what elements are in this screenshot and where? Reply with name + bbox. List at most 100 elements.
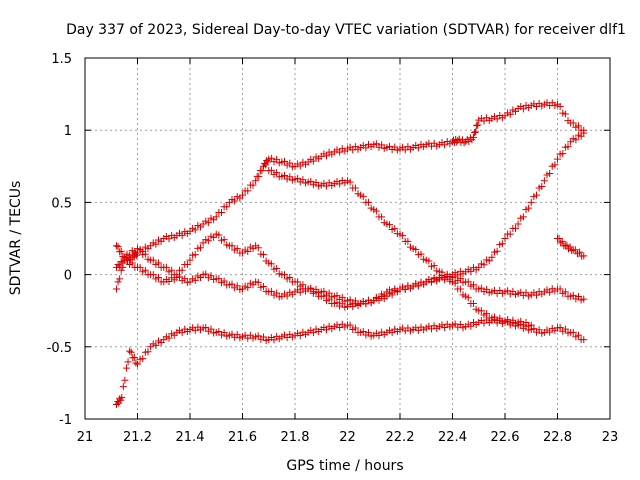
data-markers bbox=[113, 99, 588, 409]
data-point-interp bbox=[506, 230, 514, 238]
data-point-interp bbox=[561, 288, 569, 296]
data-point-interp bbox=[375, 295, 383, 303]
data-point-interp bbox=[191, 251, 199, 259]
data-point-interp bbox=[215, 275, 223, 283]
data-point-interp bbox=[264, 158, 272, 166]
data-point-interp bbox=[312, 288, 320, 296]
x-axis-label: GPS time / hours bbox=[286, 458, 403, 474]
data-point-interp bbox=[281, 157, 288, 165]
x-tick-label: 22.6 bbox=[491, 430, 520, 445]
data-point-interp bbox=[273, 265, 281, 273]
data-point-interp bbox=[207, 272, 215, 280]
data-point-interp bbox=[254, 278, 262, 286]
data-point-interp bbox=[351, 184, 359, 192]
data-point-interp bbox=[456, 285, 464, 293]
data-point-interp bbox=[122, 364, 130, 372]
data-point-interp bbox=[455, 135, 463, 143]
data-point-interp bbox=[467, 322, 475, 330]
data-point-interp bbox=[233, 245, 241, 253]
y-axis-ticks: -1 -0.5 0 0.5 1 1.5 bbox=[47, 52, 610, 428]
data-point-interp bbox=[522, 322, 530, 330]
data-point-interp bbox=[556, 103, 564, 111]
data-point bbox=[580, 252, 588, 260]
data-point-interp bbox=[149, 271, 157, 279]
data-point-interp bbox=[470, 281, 477, 289]
x-tick-label: 23 bbox=[602, 430, 619, 445]
data-point-interp bbox=[296, 162, 304, 170]
data-point-interp bbox=[231, 197, 239, 205]
data-point-interp bbox=[281, 271, 288, 279]
data-point-interp bbox=[254, 244, 262, 252]
data-point bbox=[186, 256, 194, 264]
x-tick-label: 22.8 bbox=[543, 430, 572, 445]
data-point-interp bbox=[176, 273, 183, 281]
data-point-interp bbox=[119, 252, 127, 260]
data-point-interp bbox=[572, 136, 580, 144]
data-point-interp bbox=[346, 178, 354, 186]
data-point-interp bbox=[197, 244, 204, 252]
data-point bbox=[501, 235, 509, 242]
y-tick-label: 1.5 bbox=[51, 52, 72, 67]
data-point-interp bbox=[451, 279, 459, 287]
data-point bbox=[514, 220, 522, 228]
data-point-interp bbox=[473, 122, 481, 130]
data-point-interp bbox=[517, 321, 525, 329]
data-point-interp bbox=[117, 266, 125, 274]
data-point-interp bbox=[467, 267, 475, 275]
data-point-interp bbox=[117, 258, 125, 266]
data-point-interp bbox=[564, 143, 572, 151]
data-point-interp bbox=[404, 237, 412, 245]
data-point-interp bbox=[555, 235, 563, 242]
data-point-interp bbox=[533, 191, 540, 199]
data-point bbox=[126, 347, 134, 355]
data-point bbox=[239, 191, 246, 199]
data-point-interp bbox=[223, 203, 231, 211]
data-point-interp bbox=[117, 396, 125, 404]
data-point-interp bbox=[117, 247, 125, 255]
data-point-interp bbox=[136, 245, 144, 253]
data-point-interp bbox=[178, 266, 186, 274]
data-point-interp bbox=[569, 119, 577, 127]
data-point bbox=[252, 177, 260, 185]
y-tick-label: 0.5 bbox=[51, 196, 72, 211]
data-point-interp bbox=[244, 187, 252, 195]
data-point-interp bbox=[471, 129, 479, 137]
data-point-interp bbox=[309, 157, 317, 165]
data-point-interp bbox=[472, 128, 480, 136]
data-point-interp bbox=[127, 348, 135, 356]
data-point-interp bbox=[286, 273, 294, 281]
y-tick-label: 1 bbox=[64, 124, 72, 139]
data-point-interp bbox=[165, 334, 173, 342]
x-axis-ticks: 21 21.2 21.4 21.6 21.8 22 22.2 22.4 22.6 22.8 23 bbox=[77, 58, 619, 445]
data-point-interp bbox=[338, 293, 346, 301]
x-tick-label: 21 bbox=[77, 430, 94, 445]
data-point-interp bbox=[365, 198, 372, 206]
data-point-interp bbox=[519, 213, 527, 221]
data-point-interp bbox=[116, 248, 124, 256]
data-point-interp bbox=[566, 243, 574, 251]
data-point-interp bbox=[204, 237, 212, 245]
data-point-interp bbox=[576, 248, 584, 256]
data-point-interp bbox=[258, 167, 266, 175]
data-point-interp bbox=[267, 260, 275, 268]
data-point-interp bbox=[561, 325, 569, 333]
data-point-interp bbox=[506, 110, 514, 118]
data-point-interp bbox=[456, 275, 464, 283]
data-point-interp bbox=[114, 243, 122, 251]
data-point-interp bbox=[546, 328, 554, 336]
data-point-interp bbox=[359, 193, 367, 201]
y-tick-label: 0 bbox=[64, 269, 72, 284]
data-point-interp bbox=[260, 282, 267, 290]
data-point-interp bbox=[136, 263, 144, 271]
data-point-interp bbox=[114, 278, 122, 286]
chart-title: Day 337 of 2023, Sidereal Day-to-day VTE… bbox=[66, 22, 626, 38]
data-point-interp bbox=[575, 122, 582, 130]
data-point-interp bbox=[465, 137, 473, 145]
data-point-interp bbox=[372, 207, 380, 215]
data-point-interp bbox=[557, 239, 565, 247]
data-point-interp bbox=[260, 251, 267, 259]
data-point-interp bbox=[556, 323, 564, 331]
data-point bbox=[470, 133, 477, 141]
data-point-interp bbox=[183, 260, 191, 268]
data-point-interp bbox=[425, 257, 433, 265]
